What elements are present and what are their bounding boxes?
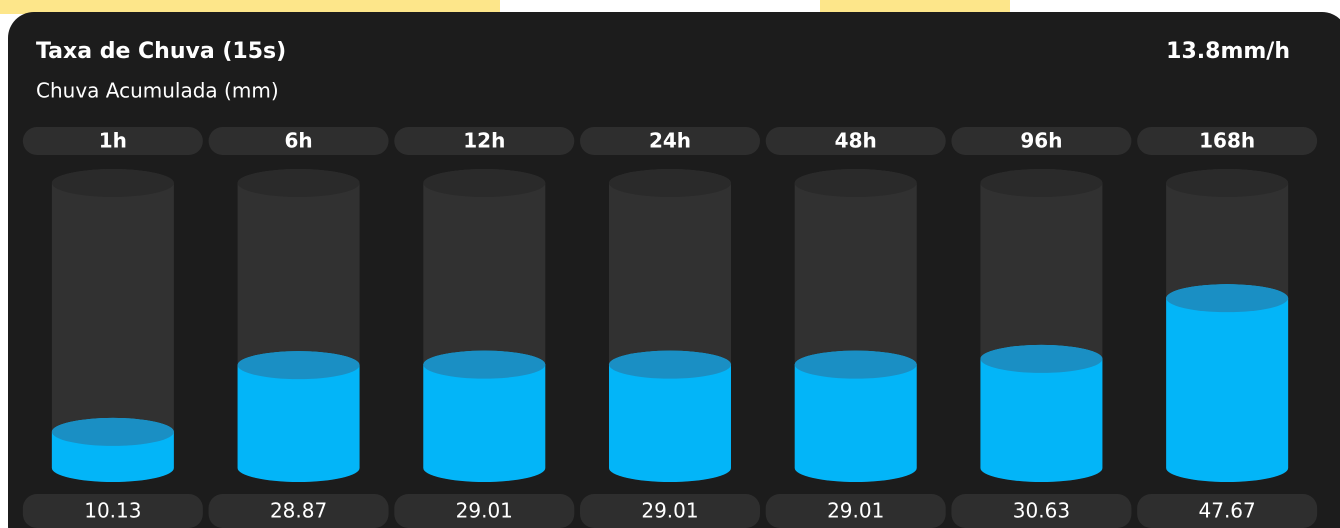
bar-top [237,351,360,380]
bar-track-top [237,169,360,197]
value-label: 28.87 [270,499,327,523]
bar [1166,284,1289,483]
bar-top [423,350,546,379]
bar-track [51,169,174,483]
value-label: 29.01 [456,499,513,523]
label-pill [1137,127,1318,155]
bar-top [51,417,174,446]
label-pill [208,127,389,155]
value-label: 29.01 [641,499,698,523]
value-label: 30.63 [1013,499,1070,523]
value-pill [394,494,575,528]
x-tick-label: 48h [835,129,877,153]
bar-track-top [609,169,731,197]
rate-value: 13.8mm/h [1166,39,1290,64]
x-tick-label: 168h [1199,129,1255,153]
label-pill [580,127,760,155]
x-tick-label: 12h [463,129,505,153]
value-pill [22,494,203,528]
label-pill [951,127,1132,155]
bar [609,350,731,482]
value-pill [951,494,1132,528]
bar-track-top [423,169,546,197]
label-pill [394,127,575,155]
bar-top [794,350,917,379]
label-pill [22,127,203,155]
background-strip [0,0,500,14]
value-pill [1137,494,1318,528]
background-strip [820,0,1010,14]
bar-track-top [1166,169,1289,197]
value-label: 47.67 [1199,499,1256,523]
bar [237,351,360,482]
value-label: 10.13 [84,499,141,523]
bar [794,350,917,482]
value-pill [765,494,946,528]
chart-subtitle: Chuva Acumulada (mm) [36,79,279,103]
value-label: 29.01 [827,499,884,523]
chart-title: Taxa de Chuva (15s) [36,39,286,64]
bar-top [1166,284,1289,313]
bar-top [609,350,731,379]
bar-track-top [980,169,1103,197]
label-pill [765,127,946,155]
bar-track-top [51,169,174,197]
x-tick-label: 24h [649,129,691,153]
bar [980,344,1103,483]
value-pill [208,494,389,528]
x-tick-label: 6h [284,129,312,153]
x-tick-label: 1h [99,129,127,153]
bar [423,350,546,483]
bar-track-top [794,169,917,197]
value-pill [580,494,760,528]
x-tick-label: 96h [1020,129,1062,153]
bar-top [980,344,1103,373]
